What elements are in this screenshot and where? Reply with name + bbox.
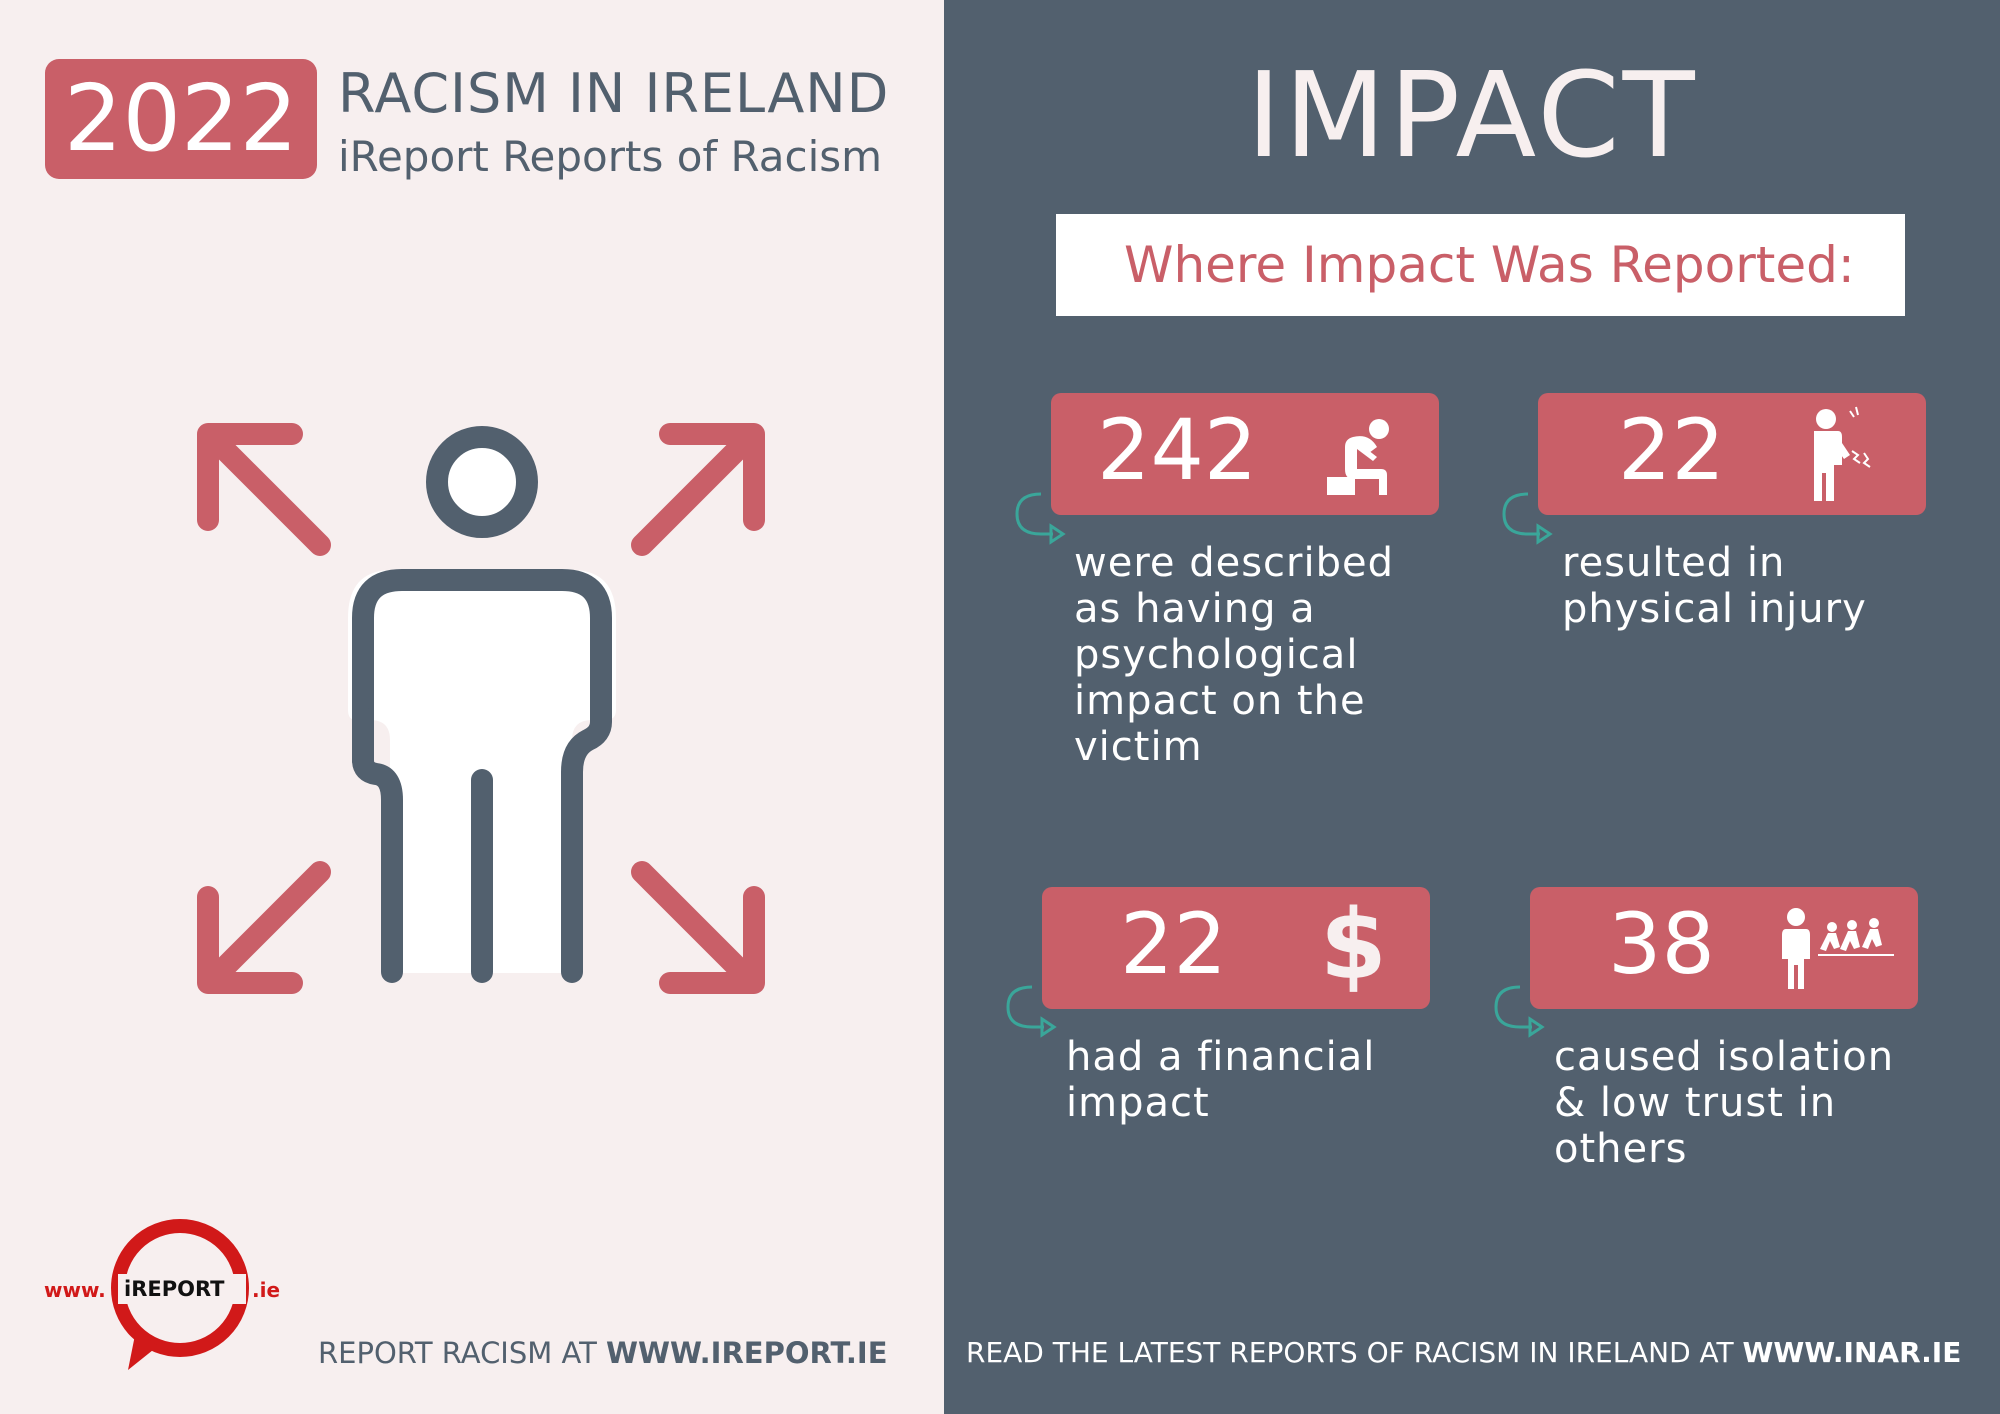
arrow-down-right-icon <box>631 861 765 994</box>
impact-title: IMPACT <box>1246 46 1698 184</box>
curl-arrow-icon <box>1006 985 1057 1038</box>
stat-card-financial: 22 $ <box>1042 887 1430 1009</box>
footer-left: REPORT RACISM AT WWW.IREPORT.IE <box>318 1336 888 1370</box>
arrow-up-left-icon <box>197 423 331 556</box>
logo-suffix: .ie <box>252 1278 281 1302</box>
footer-left-text: REPORT RACISM AT <box>318 1336 607 1370</box>
arrow-up-right-icon <box>631 423 765 556</box>
injured-person-icon <box>1814 406 1871 501</box>
stat-value: 22 <box>1120 895 1227 993</box>
person-with-arrows-illustration <box>197 423 765 994</box>
stat-card-psychological: 242 <box>1051 393 1439 515</box>
logo-speech-bubble-icon <box>111 1219 249 1370</box>
stat-value: 38 <box>1608 895 1715 993</box>
ireport-logo[interactable]: www. iREPORT .ie <box>40 1210 300 1380</box>
stat-description: were described as having a psychological… <box>1074 540 1394 770</box>
stat-description: caused isolation & low trust in others <box>1554 1034 1895 1172</box>
isolated-person-icon <box>1782 908 1894 989</box>
logo-name: iREPORT <box>124 1277 225 1301</box>
stat-card-isolation: 38 <box>1530 887 1918 1009</box>
curl-arrow-icon <box>1015 492 1066 545</box>
dollar-icon: $ <box>1320 889 1387 1001</box>
stat-description: had a financial impact <box>1066 1034 1376 1126</box>
stat-card-physical: 22 <box>1538 393 1926 515</box>
header-subtitle: iReport Reports of Racism <box>338 132 883 181</box>
curl-arrow-icon <box>1494 985 1545 1038</box>
stat-description: resulted in physical injury <box>1562 540 1867 632</box>
footer-right-text: READ THE LATEST REPORTS OF RACISM IN IRE… <box>966 1336 1743 1369</box>
logo-prefix: www. <box>44 1278 106 1302</box>
footer-right: READ THE LATEST REPORTS OF RACISM IN IRE… <box>966 1336 1961 1369</box>
curl-arrow-icon <box>1502 492 1553 545</box>
footer-left-link[interactable]: WWW.IREPORT.IE <box>606 1336 888 1370</box>
where-impact-box: Where Impact Was Reported: <box>1056 214 1905 316</box>
year-badge: 2022 <box>45 59 317 179</box>
footer-right-link[interactable]: WWW.INAR.IE <box>1742 1336 1962 1369</box>
stat-value: 22 <box>1618 401 1725 499</box>
left-panel: 2022 RACISM IN IRELAND iReport Reports o… <box>0 0 944 1414</box>
where-impact-label: Where Impact Was Reported: <box>1124 236 1855 294</box>
distressed-person-icon <box>1327 419 1389 495</box>
stat-value: 242 <box>1097 401 1258 499</box>
arrow-down-left-icon <box>197 861 331 994</box>
header-title: RACISM IN IRELAND <box>338 62 890 125</box>
person-icon <box>348 426 616 983</box>
